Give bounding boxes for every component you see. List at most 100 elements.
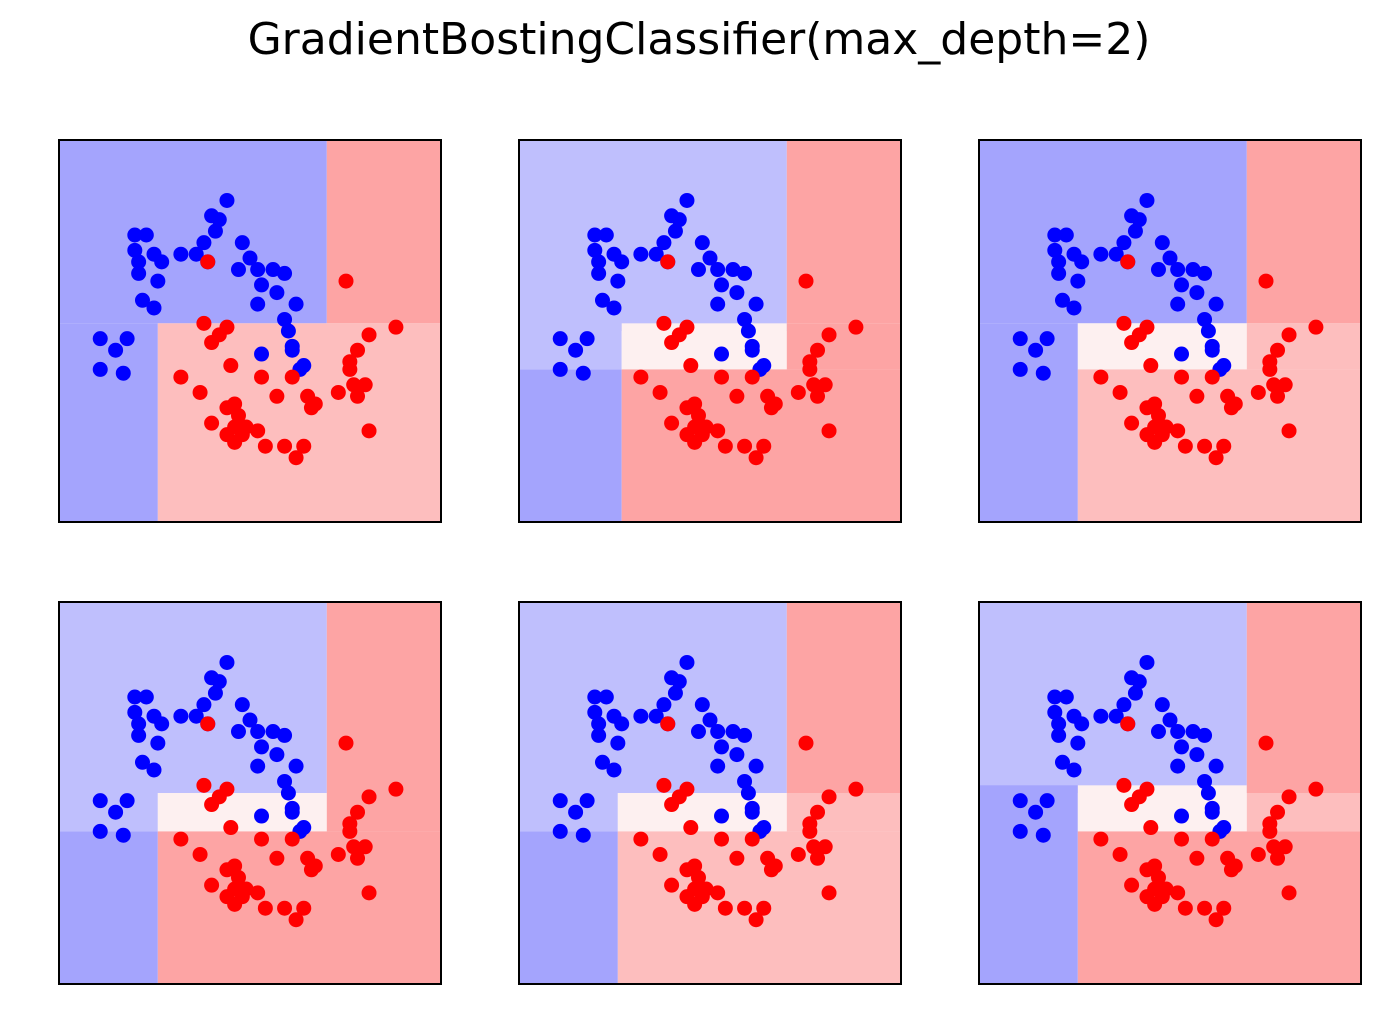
red-point [227,896,243,912]
red-point [223,358,239,374]
blue-point [737,773,753,789]
blue-point [1093,246,1109,262]
blue-point [1200,323,1216,339]
blue-point [714,346,730,362]
red-point [798,273,814,289]
red-point [1216,900,1232,916]
blue-point [729,747,745,763]
blue-point [115,365,131,381]
blue-point [1174,277,1190,293]
red-point [284,369,300,385]
red-point [1120,716,1136,732]
blue-point [1154,697,1170,713]
red-point [1270,804,1286,820]
blue-point [591,716,607,732]
red-point [1116,315,1132,331]
blue-point [1028,342,1044,358]
red-point [1208,450,1224,466]
blue-point [1108,246,1124,262]
red-point [806,377,822,393]
blue-point [230,262,246,278]
red-point [257,438,273,454]
red-point [817,839,833,855]
blue-point [277,773,293,789]
blue-point [134,754,150,770]
decision-region [978,785,1078,985]
red-point [1177,438,1193,454]
blue-point [119,331,135,347]
blue-point [575,365,591,381]
blue-point [196,697,212,713]
red-point [729,850,745,866]
blue-point [154,716,170,732]
red-point [744,831,760,847]
blue-point [204,208,220,224]
red-point [284,831,300,847]
red-point [748,912,764,928]
blue-point [714,808,730,824]
blue-point [127,704,143,720]
red-point [1258,735,1274,751]
decision-region [518,369,622,523]
decision-region [326,601,442,793]
decision-region [157,323,442,523]
red-point [296,438,312,454]
red-point [1197,438,1213,454]
red-point [350,850,366,866]
blue-point [131,716,147,732]
blue-point [606,762,622,778]
blue-point [729,285,745,301]
blue-point [740,785,756,801]
blue-point [296,358,312,374]
subplot-5 [518,601,902,985]
red-point [687,396,703,412]
blue-point [234,235,250,251]
blue-point [1124,208,1140,224]
blue-point [610,273,626,289]
red-point [288,450,304,466]
blue-point [280,323,296,339]
blue-point [1197,311,1213,327]
blue-point [1051,716,1067,732]
red-point [710,885,726,901]
blue-point [204,670,220,686]
blue-point [1039,793,1055,809]
blue-point [92,793,108,809]
red-point [660,716,676,732]
red-point [1197,900,1213,916]
blue-point [131,254,147,270]
subplot-4 [58,601,442,985]
blue-point [690,724,706,740]
blue-point [1139,654,1155,670]
subplot-1 [58,139,442,523]
blue-point [269,285,285,301]
red-point [1281,423,1297,439]
blue-point [1216,358,1232,374]
decision-region [58,139,327,324]
red-point [288,912,304,928]
blue-point [173,708,189,724]
blue-point [606,300,622,316]
red-point [1208,912,1224,928]
red-point [204,335,220,351]
blue-point [614,254,630,270]
red-point [230,407,246,423]
blue-point [552,331,568,347]
blue-point [92,361,108,377]
decision-region [786,601,902,793]
blue-point [587,704,603,720]
decision-region [518,601,787,793]
red-point [810,850,826,866]
blue-point [1150,724,1166,740]
red-point [1143,358,1159,374]
blue-point [219,192,235,208]
blue-point [710,296,726,312]
decision-region [518,793,618,832]
red-point [204,797,220,813]
red-point [1281,327,1297,343]
blue-point [150,273,166,289]
red-point [714,831,730,847]
blue-point [552,793,568,809]
red-point [1147,896,1163,912]
decision-region [1246,139,1362,324]
